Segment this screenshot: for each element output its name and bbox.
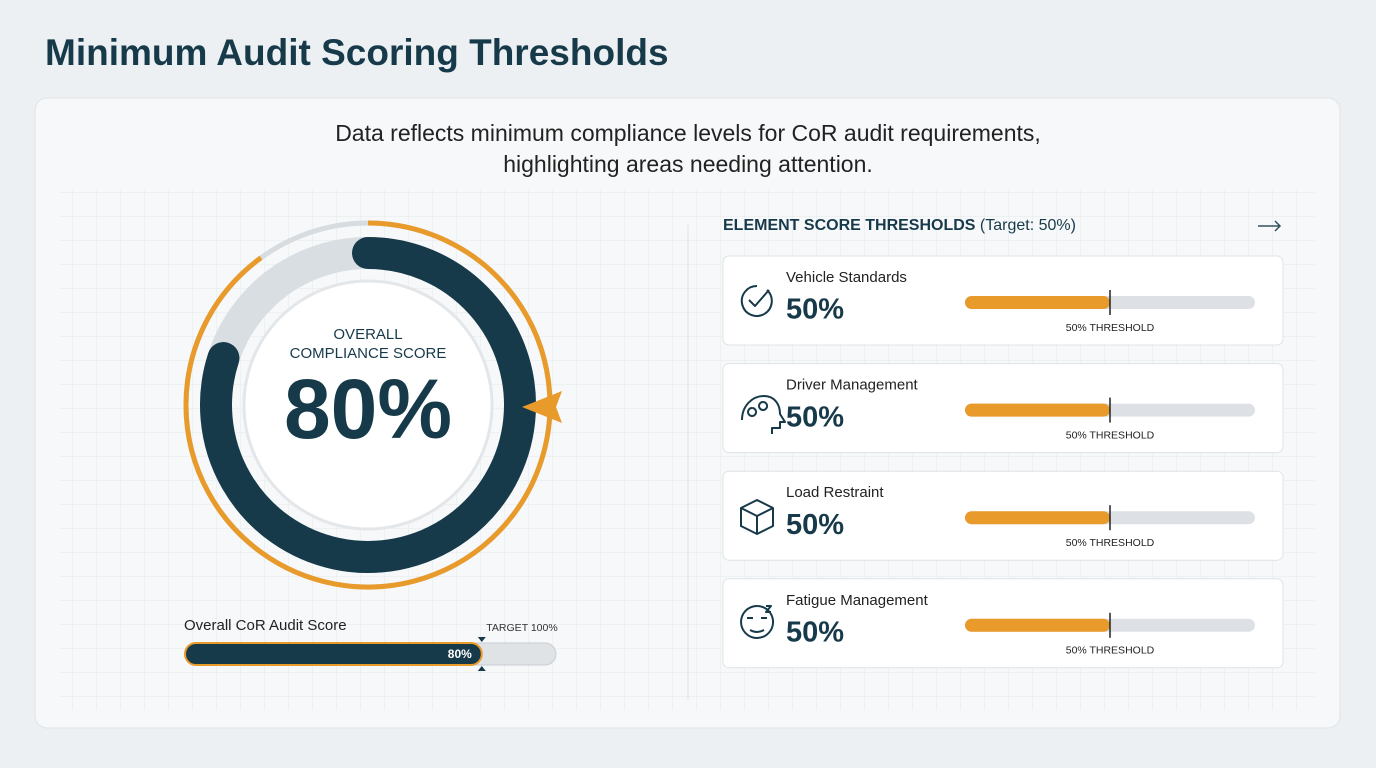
element-name: Fatigue Management <box>786 592 929 609</box>
gauge-center <box>242 279 494 531</box>
arrow-icon <box>1258 220 1282 232</box>
element-value: 50% <box>786 509 844 541</box>
gauge-pointer <box>522 391 562 423</box>
elements-heading: ELEMENT SCORE THRESHOLDS (Target: 50%) <box>723 217 1076 234</box>
element-icon <box>740 605 775 639</box>
element-bar <box>965 403 1110 417</box>
threshold-label: 50% THRESHOLD <box>1066 429 1155 441</box>
audit-label: Overall CoR Audit Score <box>184 617 347 634</box>
charts: 80% Overall CoR Audit Score TARGET 100% 80%… <box>183 220 1284 671</box>
element-icon <box>740 499 774 535</box>
threshold-label: 50% THRESHOLD <box>1066 322 1155 334</box>
gauge-value: 80% <box>284 362 452 456</box>
element-value: 50% <box>786 616 844 648</box>
gauge-outer-arc <box>183 220 553 590</box>
element-icon <box>741 395 786 434</box>
threshold-label: 50% THRESHOLD <box>1066 537 1155 549</box>
element-bar <box>965 511 1110 525</box>
element-name: Vehicle Standards <box>786 269 907 286</box>
subtitle: Data reflects minimum compliance levels … <box>335 120 1041 177</box>
element-name: Load Restraint <box>786 484 884 501</box>
element-bar <box>965 296 1110 309</box>
element-value: 50% <box>786 294 844 326</box>
gauge-arc <box>200 237 536 573</box>
threshold-label: 50% THRESHOLD <box>1066 645 1155 657</box>
audit-bar <box>184 642 483 666</box>
element-value: 50% <box>786 401 844 433</box>
audit-target-label: TARGET 100% <box>486 622 557 634</box>
element-icon <box>740 284 773 317</box>
audit-value: 80% <box>448 647 472 661</box>
page-title: Minimum Audit Scoring Thresholds <box>45 32 669 73</box>
element-bar <box>965 618 1110 632</box>
gauge-label: OVERALL COMPLIANCE SCORE <box>289 326 447 362</box>
element-name: Driver Management <box>786 377 919 394</box>
